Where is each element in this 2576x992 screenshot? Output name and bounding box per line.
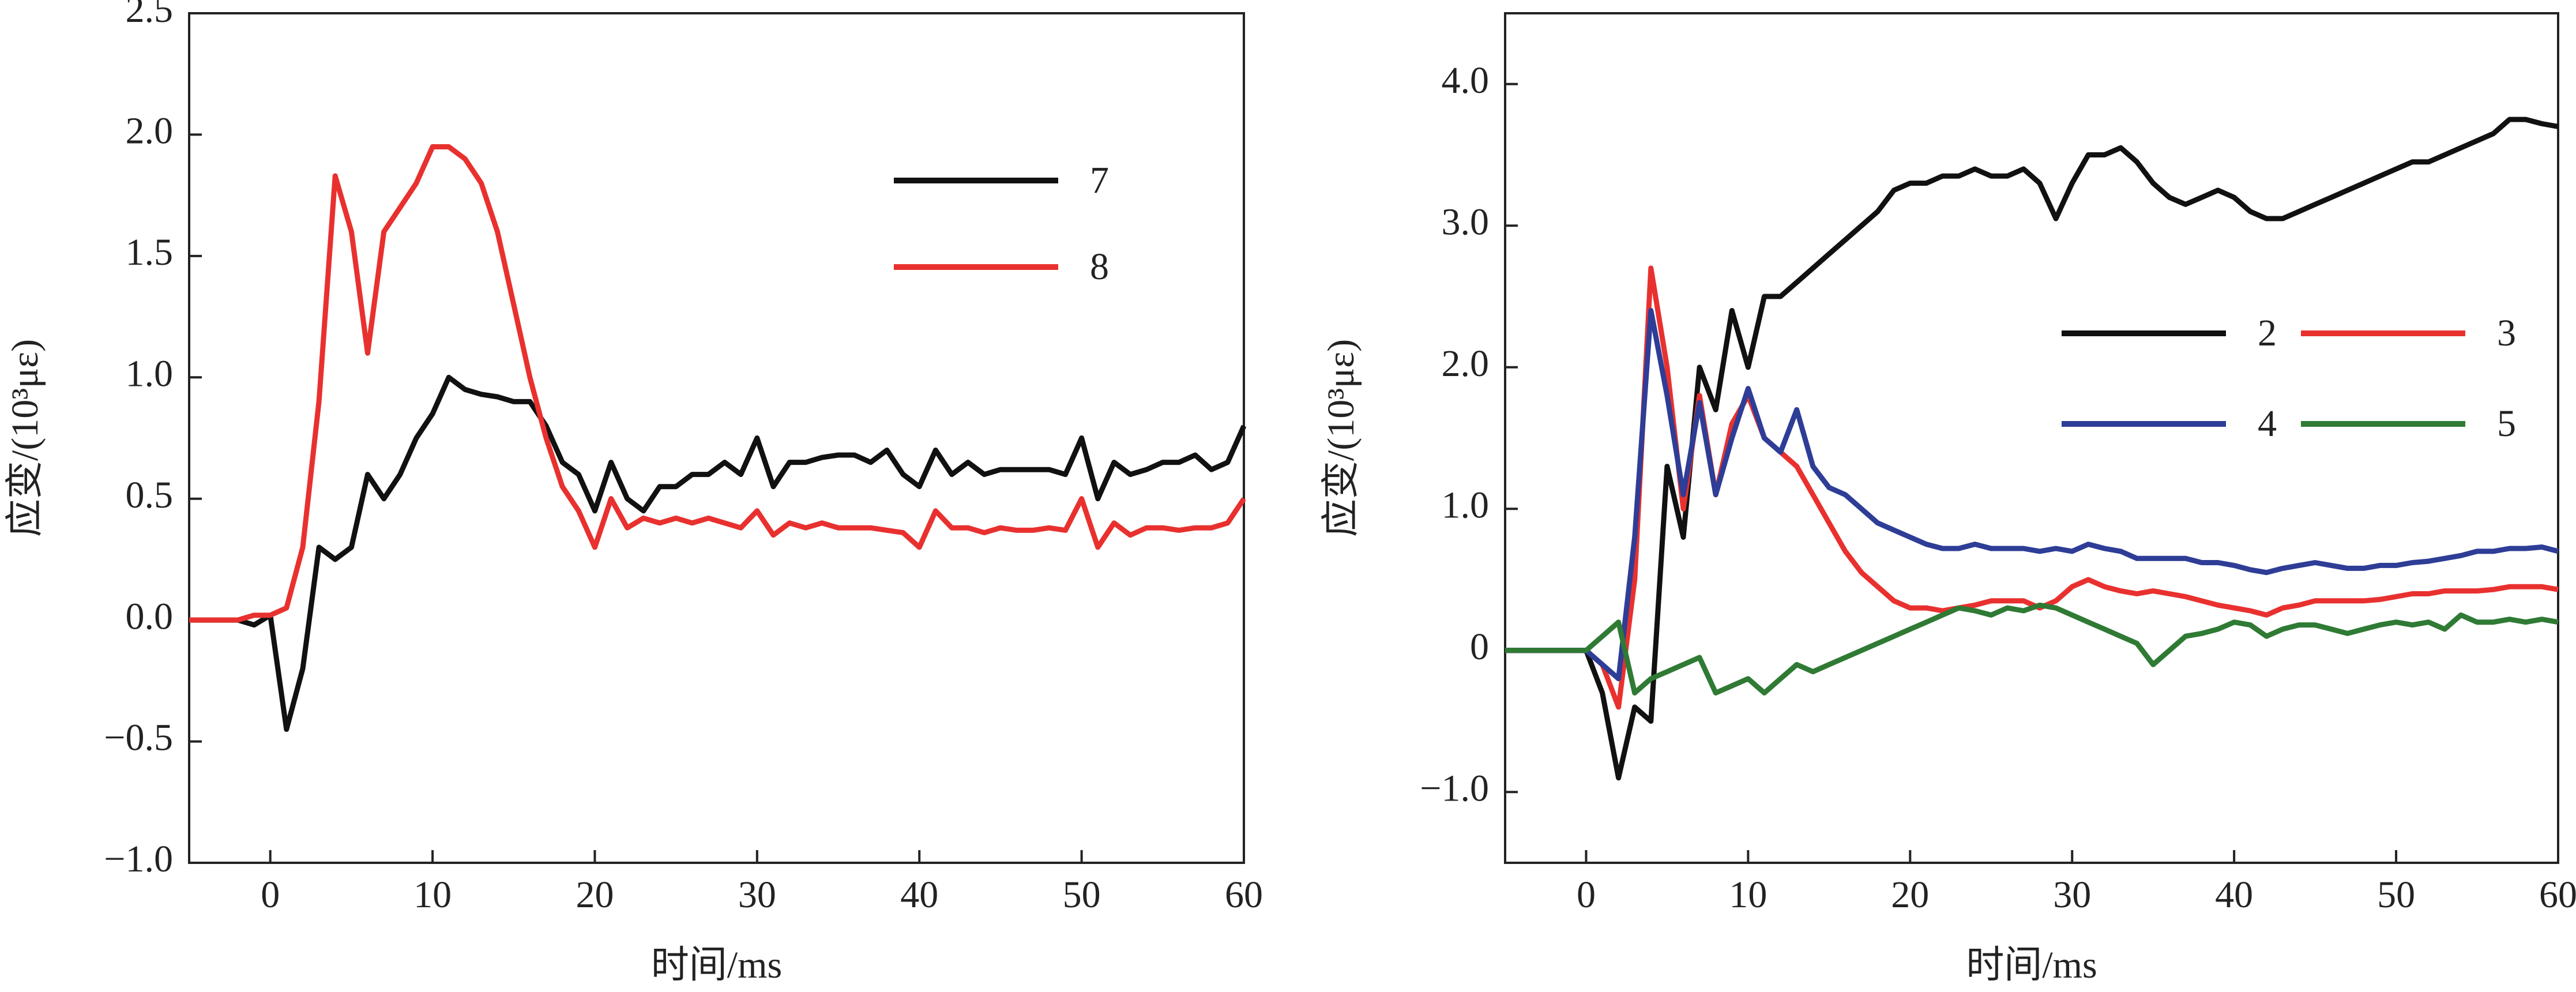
- plot-frame: [188, 12, 1245, 864]
- legend-label: 4: [2258, 403, 2277, 445]
- y-tick-label: 1.0: [1442, 484, 1490, 526]
- x-tick-label: 60: [1225, 874, 1263, 916]
- x-tick-label: 30: [2053, 874, 2091, 916]
- y-tick-label: −0.5: [104, 717, 173, 759]
- x-tick-label: 50: [2377, 874, 2415, 916]
- x-tick-label: 30: [738, 874, 776, 916]
- x-tick-label: 20: [576, 874, 614, 916]
- data-line: [1505, 308, 2559, 682]
- x-tick-label: 50: [1063, 874, 1101, 916]
- y-tick-label: 1.0: [126, 352, 174, 394]
- y-tick-label: −1.0: [104, 838, 173, 880]
- legend-label: 8: [1090, 246, 1109, 288]
- data-line: [1505, 117, 2559, 781]
- legend-label: 5: [2497, 403, 2516, 445]
- y-tick-label: 3.0: [1442, 201, 1490, 243]
- y-tick-label: 0.0: [126, 595, 174, 637]
- y-tick-label: 1.5: [126, 231, 174, 273]
- y-tick-label: −1.0: [1420, 767, 1489, 809]
- data-line: [189, 374, 1247, 732]
- y-tick-label: 2.5: [126, 0, 174, 31]
- x-tick-label: 0: [1577, 874, 1596, 916]
- data-line: [1505, 602, 2559, 696]
- y-axis-label: 应变/(10³με): [1320, 339, 1362, 537]
- data-line: [189, 144, 1246, 623]
- legend-label: 2: [2258, 312, 2277, 354]
- y-tick-label: 2.0: [1442, 343, 1490, 385]
- x-tick-label: 60: [2539, 874, 2576, 916]
- y-tick-label: 0.5: [126, 474, 174, 516]
- y-tick-label: 0: [1470, 626, 1489, 668]
- x-tick-label: 10: [1729, 874, 1767, 916]
- x-axis-label: 时间/ms: [1966, 944, 2097, 986]
- x-axis-label: 时间/ms: [651, 944, 782, 986]
- x-tick-label: 10: [413, 874, 452, 916]
- x-tick-label: 40: [900, 874, 938, 916]
- y-axis-label: 应变/(10³με): [4, 339, 46, 537]
- x-tick-label: 0: [261, 874, 280, 916]
- y-tick-label: 2.0: [126, 110, 174, 152]
- legend-label: 7: [1090, 159, 1109, 201]
- plot-frame: [1504, 12, 2559, 864]
- x-tick-label: 20: [1891, 874, 1929, 916]
- y-tick-label: 4.0: [1442, 59, 1490, 102]
- legend-label: 3: [2497, 312, 2516, 354]
- x-tick-label: 40: [2215, 874, 2253, 916]
